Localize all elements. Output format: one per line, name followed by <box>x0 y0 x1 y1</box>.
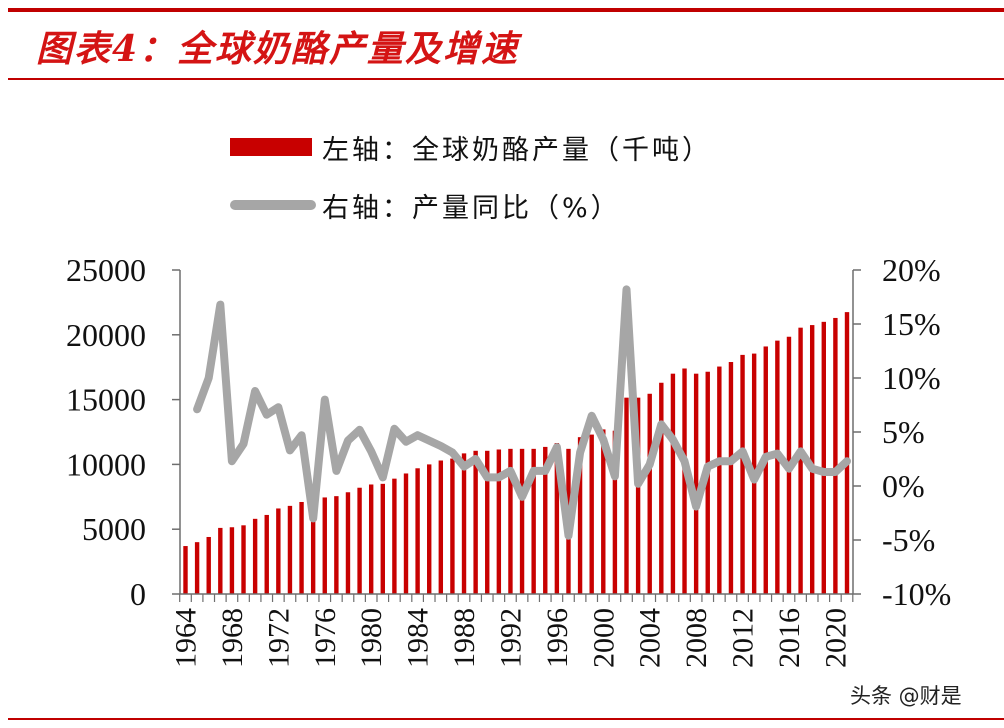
right-tick-label: -5% <box>882 522 935 558</box>
x-tick-label: 1968 <box>216 608 249 668</box>
x-tick-label: 2004 <box>634 608 667 668</box>
bar-2018 <box>809 325 815 594</box>
bar-1970 <box>252 518 258 594</box>
bar-1984 <box>415 468 420 594</box>
bar-2005 <box>659 382 664 594</box>
bar-1976 <box>322 497 327 594</box>
right-tick-label: -10% <box>882 576 951 612</box>
chart-title: 图表4：全球奶酪产量及增速 <box>36 28 520 70</box>
bar-2017 <box>798 327 803 594</box>
bar-1965 <box>194 542 200 594</box>
bar-1980 <box>368 484 374 594</box>
bar-1999 <box>589 434 594 594</box>
bar-1967 <box>218 527 223 594</box>
left-tick-label: 25000 <box>66 252 146 288</box>
left-tick-label: 0 <box>130 576 146 612</box>
bar-1973 <box>287 505 293 594</box>
bar-1989 <box>473 450 478 594</box>
bar-1990 <box>485 450 490 594</box>
bar-2000 <box>601 429 606 594</box>
left-tick-label: 15000 <box>66 382 146 418</box>
x-tick-label: 1980 <box>355 608 388 668</box>
x-tick-label: 1984 <box>402 608 435 668</box>
bar-2006 <box>670 373 676 594</box>
bar-1979 <box>357 487 362 594</box>
bar-1972 <box>276 508 281 594</box>
watermark: 头条 @财是 <box>850 684 962 708</box>
right-tick-label: 10% <box>882 360 941 396</box>
x-tick-label: 2000 <box>587 608 620 668</box>
legend-item-growth: 右轴：产量同比（%） <box>230 176 712 234</box>
bar-1983 <box>403 473 409 594</box>
x-tick-label: 1996 <box>541 608 574 668</box>
legend-label-growth: 右轴：产量同比（%） <box>322 192 621 224</box>
bar-1982 <box>392 478 397 594</box>
left-tick-label: 5000 <box>82 511 146 547</box>
bar-2014 <box>763 346 768 594</box>
bar-2003 <box>635 397 641 594</box>
bar-2021 <box>844 312 850 594</box>
bar-2019 <box>821 321 826 594</box>
bar-1994 <box>531 448 536 594</box>
bar-1992 <box>508 448 513 594</box>
bar-1981 <box>380 483 385 594</box>
bar-2012 <box>740 354 745 594</box>
bar-1964 <box>183 546 188 594</box>
left-tick-label: 10000 <box>66 446 146 482</box>
top-rule <box>8 8 1004 12</box>
right-tick-label: 15% <box>882 306 941 342</box>
x-tick-label: 1976 <box>309 608 342 668</box>
bar-2020 <box>833 317 838 594</box>
bar-1987 <box>450 458 455 594</box>
bottom-rule <box>8 718 1004 720</box>
x-tick-label: 1992 <box>494 608 527 668</box>
x-tick-label: 1988 <box>448 608 481 668</box>
bar-1993 <box>519 448 525 594</box>
x-tick-label: 2008 <box>680 608 713 668</box>
bar-1971 <box>264 514 269 594</box>
right-tick-label: 20% <box>882 252 941 288</box>
x-tick-label: 2012 <box>727 608 760 668</box>
bar-1978 <box>345 492 351 594</box>
bar-swatch-icon <box>230 138 312 156</box>
bar-1988 <box>461 453 467 594</box>
bar-2015 <box>775 340 780 594</box>
growth-line <box>193 285 851 540</box>
legend-item-production: 左轴：全球奶酪产量（千吨） <box>230 118 712 176</box>
bar-1991 <box>496 449 502 594</box>
x-tick-label: 2016 <box>773 608 806 668</box>
x-tick-label: 1972 <box>262 608 295 668</box>
bar-1998 <box>577 437 583 594</box>
bar-1995 <box>543 446 548 594</box>
bar-2004 <box>647 393 652 594</box>
bar-2002 <box>624 397 629 594</box>
bar-2010 <box>717 366 722 594</box>
bar-1986 <box>438 460 444 594</box>
bar-1996 <box>554 443 560 594</box>
bar-1975 <box>310 504 316 594</box>
bar-2007 <box>682 368 687 594</box>
bar-1969 <box>241 525 246 594</box>
bar-2008 <box>693 373 699 594</box>
bar-1985 <box>427 464 432 594</box>
chart-legend: 左轴：全球奶酪产量（千吨） 右轴：产量同比（%） <box>230 118 712 234</box>
right-tick-label: 5% <box>882 414 925 450</box>
bar-1968 <box>229 527 235 594</box>
legend-label-production: 左轴：全球奶酪产量（千吨） <box>322 134 712 166</box>
bar-2009 <box>705 371 710 594</box>
x-tick-label: 2020 <box>819 608 852 668</box>
bar-2001 <box>612 430 618 594</box>
line-swatch-icon <box>230 200 316 210</box>
left-tick-label: 20000 <box>66 317 146 353</box>
x-tick-label: 1964 <box>170 608 203 668</box>
bar-1974 <box>299 501 304 594</box>
bar-2011 <box>728 362 734 594</box>
bar-1966 <box>206 536 211 594</box>
bar-1977 <box>334 496 339 594</box>
title-rule <box>8 78 1004 80</box>
right-tick-label: 0% <box>882 468 925 504</box>
